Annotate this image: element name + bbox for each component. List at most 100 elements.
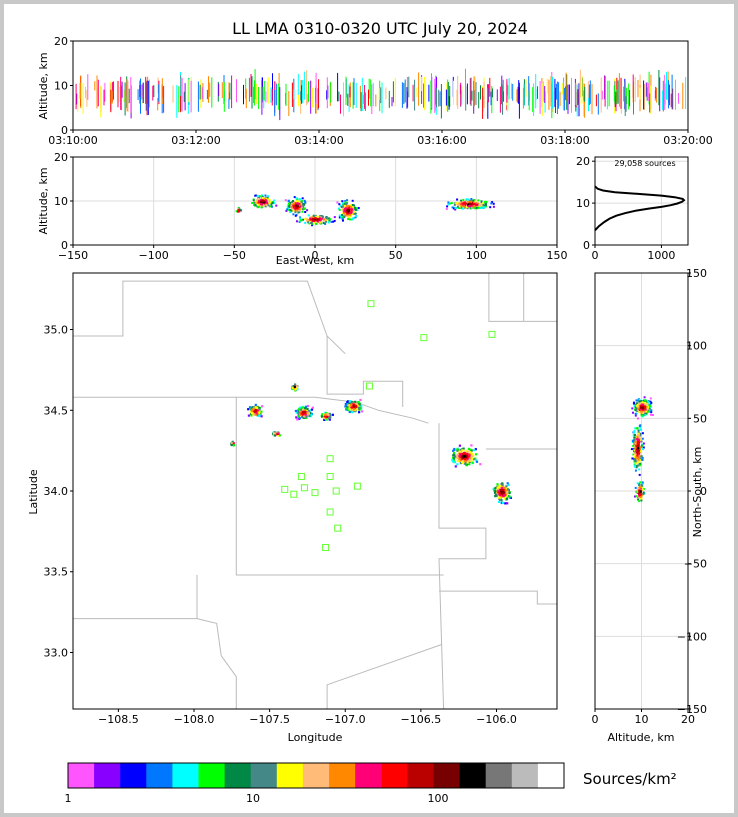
north-south-source-cell	[633, 449, 636, 452]
east-west-source-cell	[273, 199, 276, 202]
plan-view-source-cell	[302, 413, 305, 416]
east-west-source-cell	[293, 196, 296, 199]
north-south-source-cell	[637, 447, 640, 449]
plan-view-source-cell	[452, 449, 455, 452]
colorbar-swatch	[94, 763, 121, 788]
east-west-source-cell	[338, 209, 341, 211]
plan-view-source-cell	[299, 411, 302, 414]
east-west-source-cell	[456, 205, 459, 208]
east-west-source-cell	[467, 198, 470, 201]
lma-station-marker	[297, 472, 305, 480]
north-south-source-cell	[636, 404, 638, 407]
east-west-source-cell	[470, 198, 473, 200]
east-west-source-cell	[306, 209, 309, 212]
east-west-source-cell	[275, 204, 278, 207]
plan-view-source-cell	[492, 487, 495, 490]
east-west-source-cell	[298, 202, 301, 205]
east-west-source-cell	[313, 215, 316, 217]
east-west-source-cell	[298, 200, 301, 203]
north-south-source-cell	[633, 463, 636, 466]
plan-view-source-cell	[465, 463, 468, 466]
east-west-source-cell	[461, 202, 464, 205]
source-count-label: 29,058 sources	[614, 159, 675, 168]
east-west-source-cell	[254, 200, 257, 203]
plan-view-source-cell	[464, 449, 467, 452]
north-south-source-cell	[638, 493, 640, 496]
plan-view-source-cell	[250, 412, 253, 415]
east-west-source-cell	[355, 208, 357, 211]
east-west-source-cell	[292, 200, 294, 202]
east-west-source-cell	[292, 202, 295, 205]
east-west-source-cell	[338, 203, 341, 206]
north-south-source-cell	[635, 495, 638, 498]
altitude-histogram-grid	[595, 157, 688, 246]
county-border-line	[488, 273, 557, 322]
plan-view-xtick-label: −108.5	[98, 713, 139, 726]
east-west-source-cell	[467, 204, 470, 207]
east-west-source-cell	[457, 204, 460, 207]
plan-view-source-cell	[354, 400, 357, 403]
plan-view-source-cell	[475, 453, 478, 456]
east-west-source-cell	[299, 216, 302, 219]
plan-view-source-cell	[256, 409, 260, 413]
east-west-source-cell	[491, 201, 494, 204]
east-west-source-cell	[261, 194, 264, 197]
plan-view-source-cell	[272, 431, 275, 434]
colorbar-swatch	[302, 763, 330, 788]
east-west-source-cell	[304, 221, 307, 224]
plan-view-source-cell	[276, 434, 280, 437]
east-west-source-cell	[294, 208, 297, 211]
north-south-source-cell	[650, 411, 653, 414]
north-south-source-cell	[630, 448, 633, 451]
plan-view-source-cell	[469, 459, 472, 462]
east-west-source-cell	[316, 215, 319, 218]
plan-view-source-cell	[463, 460, 466, 463]
east-west-source-cell	[346, 214, 349, 217]
north-south-source-cell	[637, 405, 640, 408]
altitude-histogram-ticks: 0 1000 0 10 20	[576, 155, 675, 262]
east-west-source-cell	[261, 198, 264, 201]
east-west-source-cell	[286, 208, 289, 211]
east-west-source-cell	[346, 199, 349, 202]
east-west-source-cell	[300, 201, 303, 204]
east-west-source-cell	[295, 208, 298, 210]
north-south-source-cell	[641, 488, 644, 491]
colorbar-swatch	[329, 763, 356, 788]
plan-view-source-cell	[306, 407, 309, 411]
north-south-source-cell	[632, 447, 635, 450]
north-south-source-cell	[644, 405, 646, 408]
east-west-source-cell	[302, 205, 305, 208]
east-west-source-cell	[338, 216, 341, 219]
colorbar-swatch	[68, 763, 95, 788]
north-south-source-cell	[642, 411, 645, 414]
east-west-source-cell	[471, 202, 474, 205]
time-height-ytick-label: 0	[61, 124, 68, 137]
plan-view-source-cell	[291, 385, 294, 388]
north-south-source-cell	[636, 440, 639, 443]
north-south-source-cell	[633, 433, 636, 436]
plan-view-source-cell	[230, 443, 233, 447]
east-west-source-cell	[458, 205, 461, 208]
east-west-source-cell	[257, 206, 260, 209]
north-south-source-cell	[649, 397, 652, 400]
plan-view-source-cell	[494, 490, 497, 493]
east-west-xtick-label: −100	[139, 249, 169, 262]
plan-view-source-cell	[499, 493, 502, 496]
east-west-source-cell	[317, 218, 320, 221]
east-west-source-cell	[301, 197, 304, 200]
east-west-source-cell	[357, 207, 360, 209]
east-west-source-cell	[257, 203, 259, 206]
plan-view-source-cell	[504, 489, 507, 492]
east-west-xtick-label: −150	[58, 249, 88, 262]
north-south-source-cell	[633, 429, 636, 432]
east-west-source-cell	[348, 215, 351, 218]
plan-view-source-cell	[352, 404, 356, 407]
north-south-source-cell	[637, 450, 640, 452]
east-west-source-cell	[346, 205, 349, 208]
plan-view-source-cell	[305, 415, 308, 418]
north-south-source-cell	[642, 409, 645, 412]
lma-station-marker	[281, 485, 289, 493]
east-west-source-cell	[311, 220, 314, 223]
east-west-source-cell	[266, 196, 269, 199]
north-south-source-cell	[635, 408, 638, 410]
